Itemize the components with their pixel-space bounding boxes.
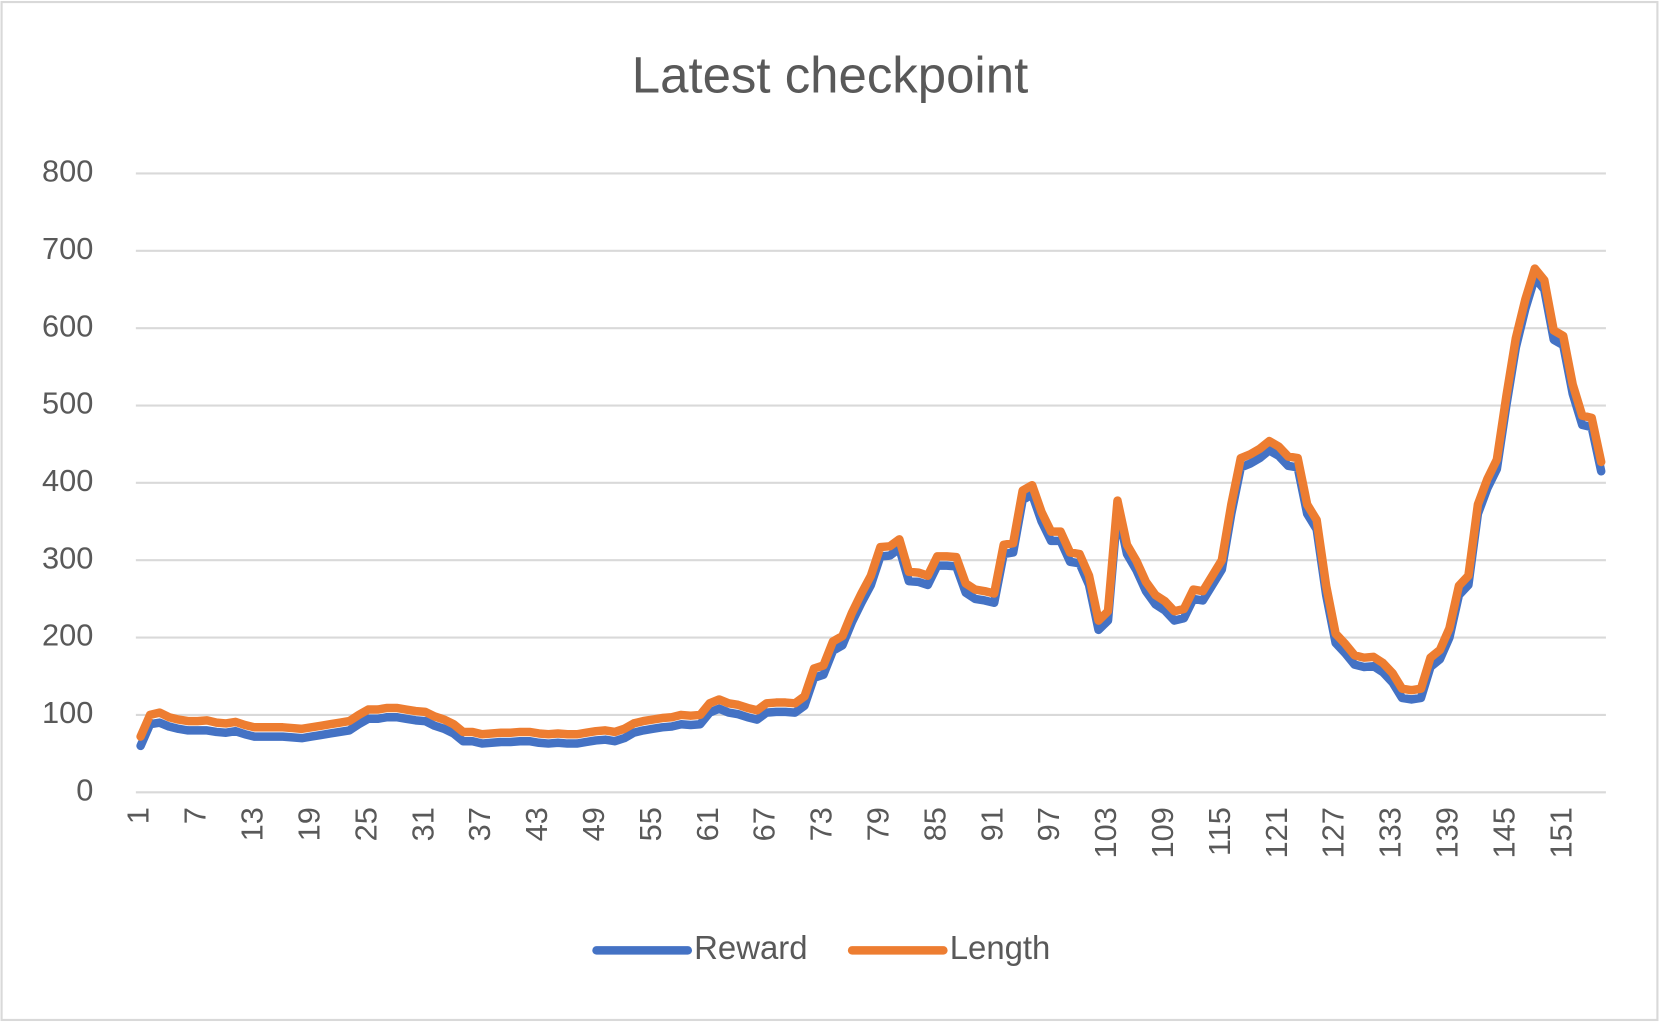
y-tick-label: 0 bbox=[76, 772, 93, 807]
y-tick-label: 400 bbox=[42, 463, 93, 498]
x-tick-label: 7 bbox=[178, 807, 213, 824]
y-tick-label: 100 bbox=[42, 695, 93, 730]
x-tick-label: 43 bbox=[519, 807, 554, 841]
x-tick-label: 61 bbox=[690, 807, 725, 841]
x-tick-label: 49 bbox=[576, 807, 611, 841]
x-tick-label: 73 bbox=[804, 807, 839, 841]
y-tick-label: 200 bbox=[42, 618, 93, 653]
x-tick-label: 139 bbox=[1430, 807, 1465, 858]
x-tick-label: 145 bbox=[1486, 807, 1521, 858]
x-tick-label: 55 bbox=[633, 807, 668, 841]
x-tick-label: 121 bbox=[1259, 807, 1294, 858]
series-line bbox=[136, 264, 1606, 741]
x-tick-label: 31 bbox=[405, 807, 440, 841]
x-tick-label: 91 bbox=[974, 807, 1009, 841]
y-tick-label: 300 bbox=[42, 540, 93, 575]
x-tick-label: 103 bbox=[1088, 807, 1123, 858]
y-tick-label: 600 bbox=[42, 308, 93, 343]
x-tick-label: 115 bbox=[1202, 807, 1237, 856]
x-tick-label: 25 bbox=[348, 807, 383, 841]
x-tick-label: 37 bbox=[462, 807, 497, 841]
x-tick-label: 151 bbox=[1543, 807, 1578, 858]
legend-label: Reward bbox=[694, 929, 807, 966]
legend-label: Length bbox=[950, 929, 1051, 966]
x-tick-label: 85 bbox=[917, 807, 952, 841]
x-tick-label: 19 bbox=[291, 807, 326, 841]
x-tick-label: 79 bbox=[861, 807, 896, 841]
y-tick-label: 700 bbox=[42, 231, 93, 266]
x-tick-label: 67 bbox=[747, 807, 782, 841]
x-tick-label: 13 bbox=[235, 807, 270, 841]
y-tick-label: 800 bbox=[42, 154, 93, 189]
x-tick-label: 1 bbox=[121, 807, 156, 824]
y-tick-label: 500 bbox=[42, 386, 93, 421]
x-tick-label: 127 bbox=[1316, 807, 1351, 858]
chart-title: Latest checkpoint bbox=[632, 46, 1028, 103]
x-tick-label: 97 bbox=[1031, 807, 1066, 841]
series-line bbox=[136, 273, 1606, 751]
x-tick-label: 133 bbox=[1373, 807, 1408, 858]
x-tick-label: 109 bbox=[1145, 807, 1180, 858]
